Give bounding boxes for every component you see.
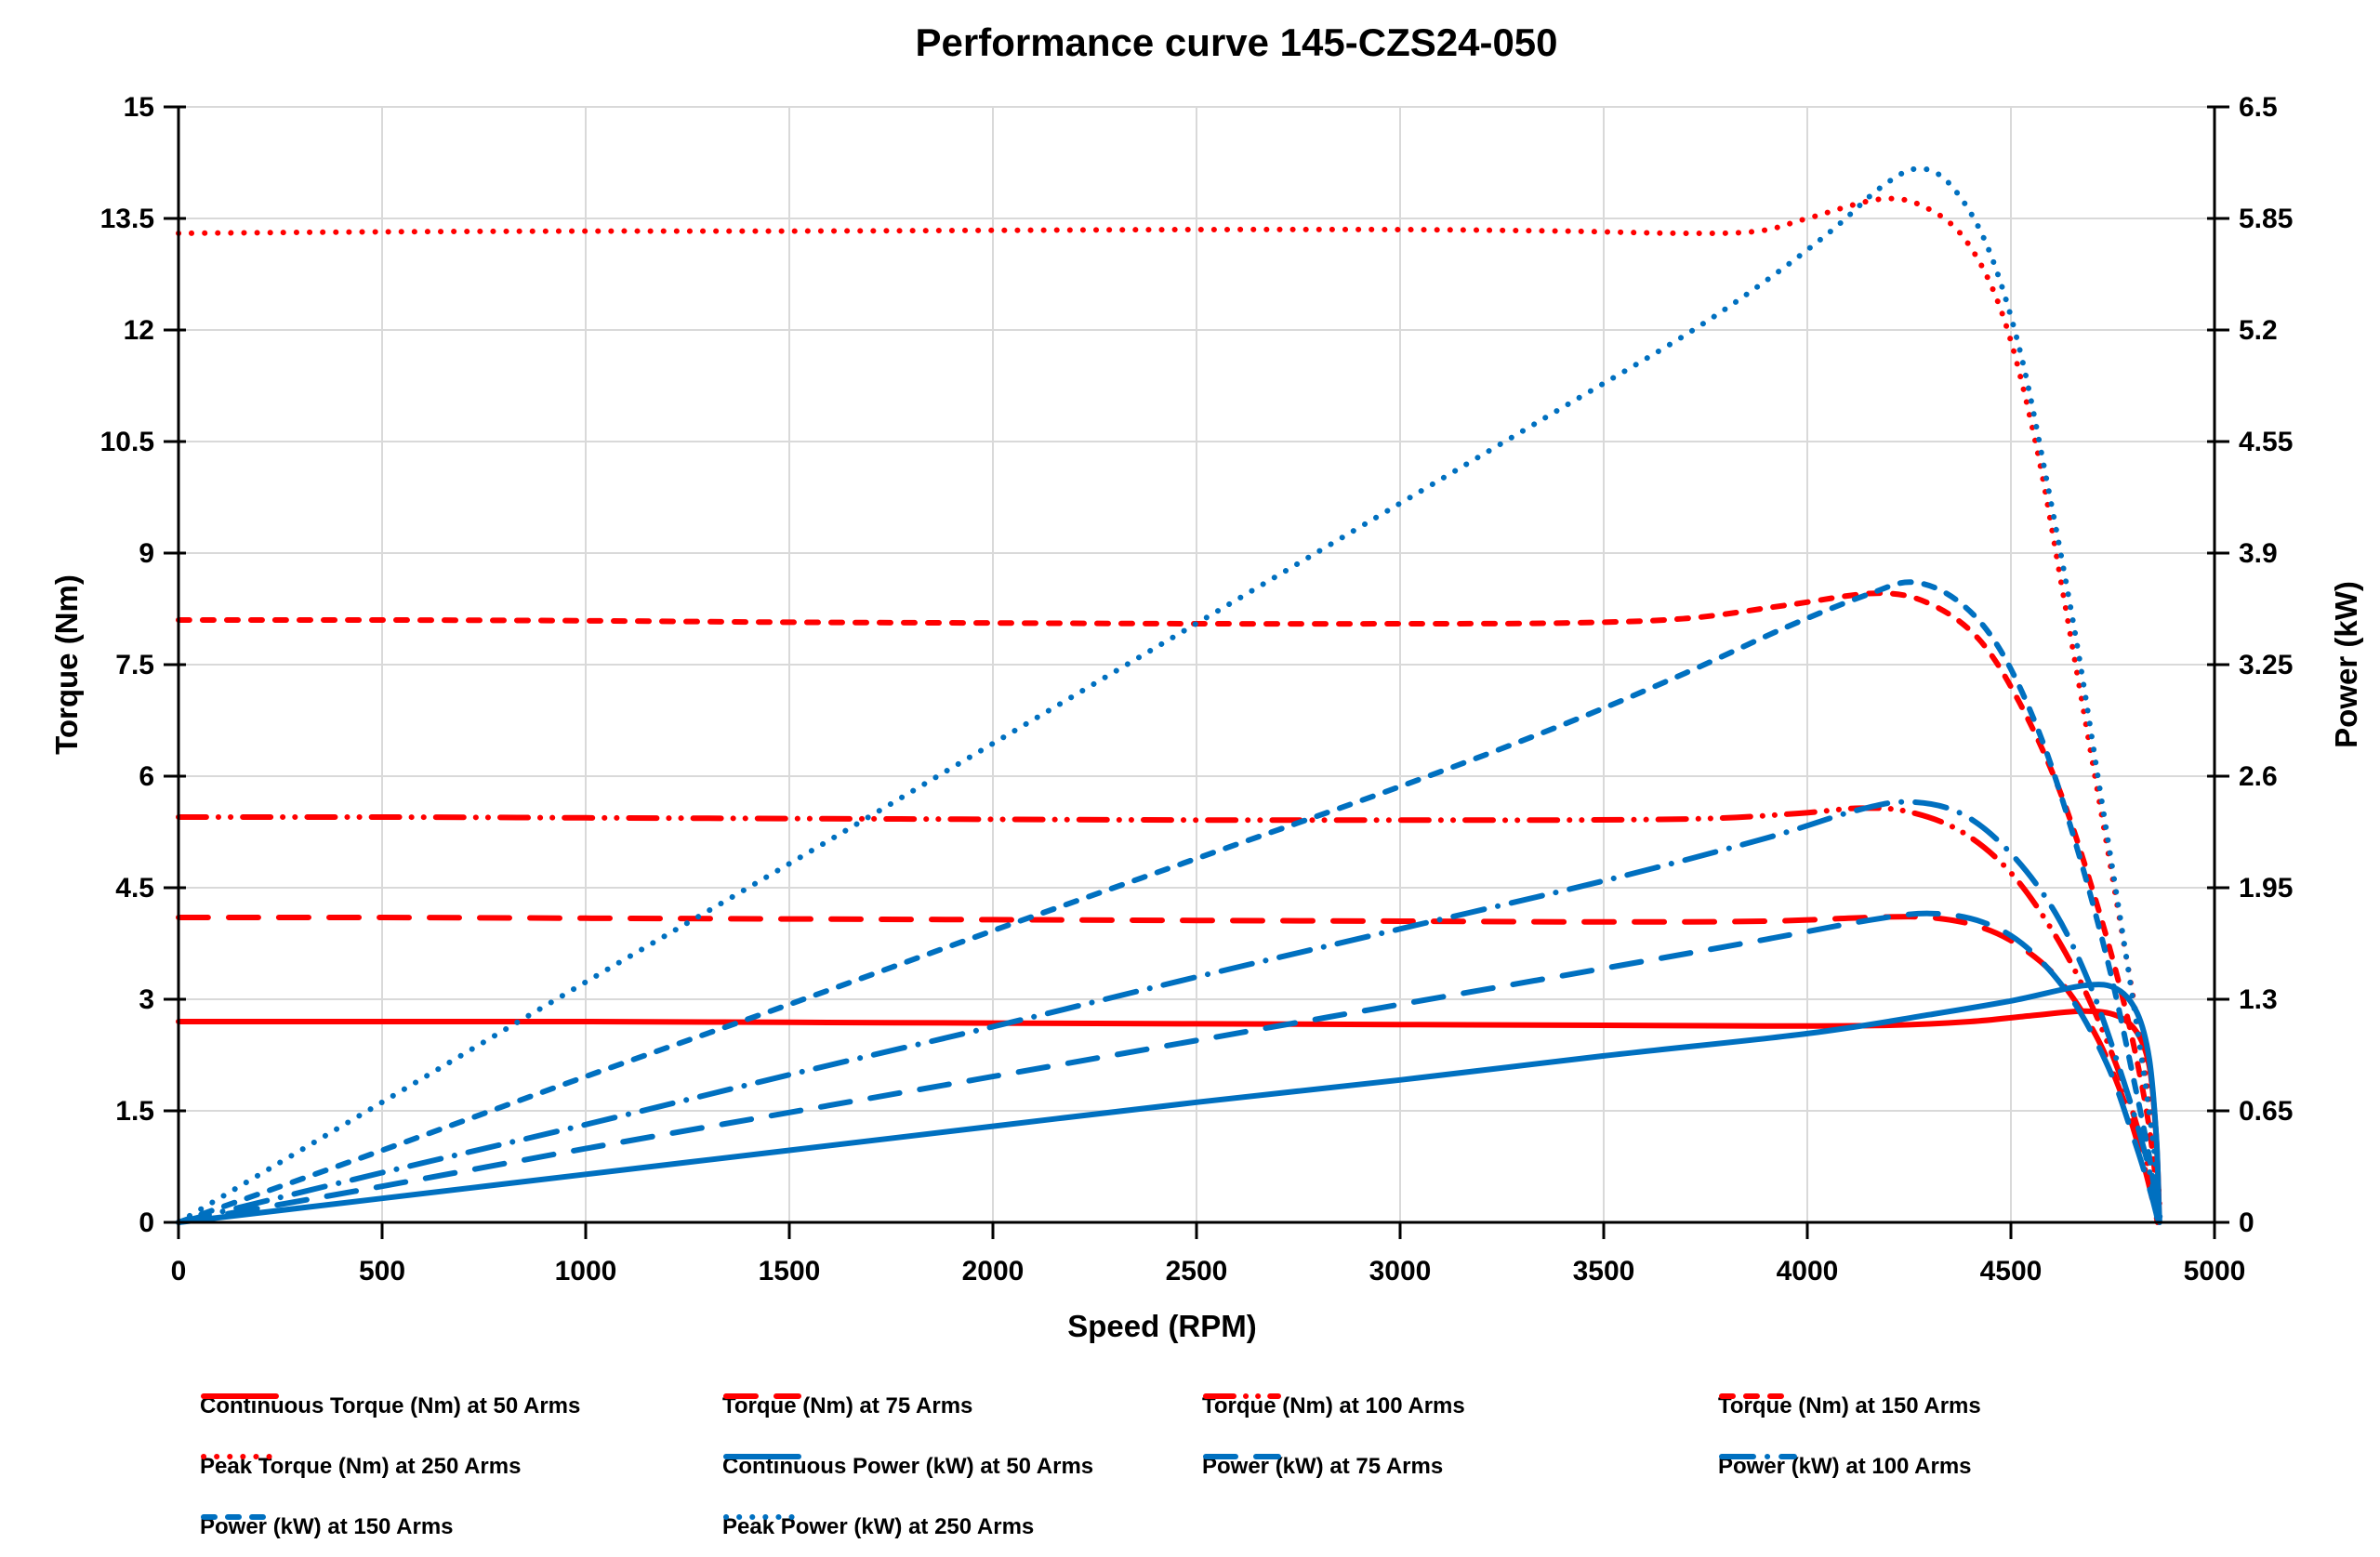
x-tick-label: 1500: [759, 1256, 821, 1287]
left-tick-label: 15: [124, 92, 154, 123]
left-axis-title: Torque (Nm): [49, 574, 84, 755]
right-tick-label: 2.6: [2239, 761, 2278, 792]
series-curves: [176, 165, 2163, 1225]
x-tick-label: 2000: [962, 1256, 1025, 1287]
right-tick-label: 6.5: [2239, 92, 2278, 123]
x-tick-label: 4000: [1777, 1256, 1839, 1287]
chart-title: Performance curve 145-CZS24-050: [915, 20, 1558, 64]
right-tick-label: 5.85: [2239, 204, 2293, 234]
series-power-150: [176, 579, 2162, 1225]
x-tick-label: 5000: [2184, 1256, 2246, 1287]
right-axis-title: Power (kW): [2329, 581, 2363, 748]
left-tick-label: 4.5: [115, 873, 154, 904]
right-tick-label: 5.2: [2239, 315, 2278, 346]
x-tick-label: 4500: [1980, 1256, 2043, 1287]
right-tick-label: 0.65: [2239, 1096, 2293, 1127]
series-power-75: [176, 910, 2161, 1225]
series-power-250: [176, 165, 2163, 1225]
right-tick-label: 3.25: [2239, 650, 2293, 680]
left-tick-label: 10.5: [100, 427, 154, 457]
series-torque-100: [176, 805, 2162, 1225]
x-tick-label: 2500: [1166, 1256, 1228, 1287]
x-tick-label: 3000: [1369, 1256, 1432, 1287]
tick-marks: [164, 105, 2229, 1239]
left-tick-label: 12: [124, 315, 154, 346]
right-tick-label: 3.9: [2239, 538, 2278, 569]
series-power-100: [176, 798, 2162, 1225]
x-axis-title: Speed (RPM): [1067, 1309, 1257, 1343]
right-tick-label: 1.95: [2239, 873, 2293, 904]
right-tick-label: 4.55: [2239, 427, 2293, 457]
x-tick-label: 500: [359, 1256, 405, 1287]
gridlines: [178, 106, 2215, 1222]
left-tick-label: 13.5: [100, 204, 154, 234]
x-tick-label: 3500: [1573, 1256, 1635, 1287]
left-tick-label: 7.5: [115, 650, 154, 680]
x-tick-label: 1000: [555, 1256, 617, 1287]
x-tick-label: 0: [171, 1256, 187, 1287]
right-tick-label: 1.3: [2239, 984, 2278, 1015]
right-tick-label: 0: [2239, 1207, 2254, 1238]
left-tick-label: 3: [139, 984, 154, 1015]
series-torque-250: [176, 195, 2163, 1225]
left-tick-label: 0: [139, 1207, 154, 1238]
series-power-50: [176, 982, 2162, 1225]
left-tick-label: 9: [139, 538, 154, 569]
tick-labels: 0 1.5 3 4.5 6 7.5 9 10.5 12 13.5 15 0 0.65 1.3 1.95 2.6…: [100, 92, 2294, 1287]
series-torque-75: [176, 914, 2161, 1225]
left-tick-label: 1.5: [115, 1096, 154, 1127]
series-torque-150: [176, 590, 2162, 1225]
left-tick-label: 6: [139, 761, 154, 792]
